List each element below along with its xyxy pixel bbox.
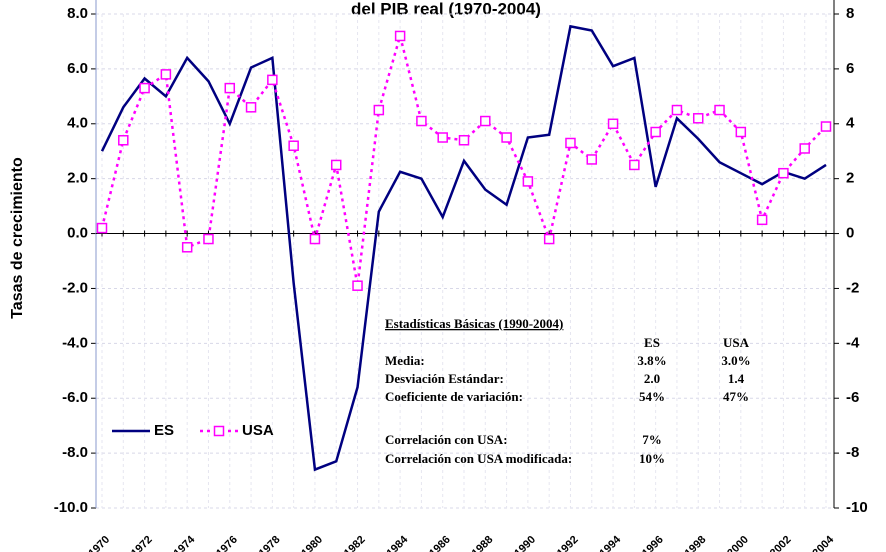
x-tick-label: 1980 <box>299 534 325 552</box>
y2-tick-label: -8 <box>846 444 859 461</box>
y-tick-label: 2.0 <box>67 170 88 187</box>
y-tick-label: -4.0 <box>62 334 88 351</box>
y-tick-label: 8.0 <box>67 5 88 22</box>
series-marker <box>224 82 236 94</box>
series-marker <box>522 176 534 187</box>
series-marker <box>778 167 789 179</box>
y-tick-label: -10.0 <box>54 499 88 516</box>
x-tick-label: 1986 <box>427 534 453 552</box>
y2-tick-label: 4 <box>846 115 855 132</box>
x-tick-label: 1976 <box>214 534 240 552</box>
series-marker <box>437 132 448 143</box>
y-tick-label: 4.0 <box>67 115 88 132</box>
series-marker <box>586 154 598 165</box>
series-marker <box>480 115 491 127</box>
x-tick-label: 1996 <box>640 534 666 552</box>
series-marker <box>352 280 363 291</box>
y2-tick-label: -4 <box>846 334 860 351</box>
series-marker <box>373 104 385 116</box>
y2-tick-label: -2 <box>846 279 859 296</box>
series-marker <box>458 134 470 146</box>
x-tick-label: 1974 <box>172 533 198 552</box>
y2-tick-label: 8 <box>846 5 854 22</box>
stats-cell: 2.0 <box>644 371 660 386</box>
series-marker <box>820 121 832 132</box>
y2-tick-label: 6 <box>846 60 854 77</box>
series-marker <box>607 118 619 130</box>
stats-cell: 10% <box>639 451 665 466</box>
stats-cell: 3.0% <box>721 353 750 368</box>
stats-header: ES <box>644 335 660 350</box>
y-tick-label: -8.0 <box>62 444 88 461</box>
y-tick-label: 0.0 <box>67 225 88 242</box>
x-tick-label: 2000 <box>725 534 751 552</box>
series-marker <box>565 137 576 149</box>
series-marker <box>96 222 108 234</box>
series-marker <box>650 126 661 138</box>
x-tick-label: 1984 <box>384 533 410 552</box>
y-tick-label: -6.0 <box>62 389 88 406</box>
legend-label: USA <box>242 422 274 439</box>
legend-marker <box>213 425 225 437</box>
series-marker <box>181 242 193 253</box>
legend-label: ES <box>154 422 174 439</box>
series-marker <box>714 104 725 116</box>
y2-tick-label: -6 <box>846 389 859 406</box>
stats-cell: Correlación con USA modificada: <box>385 451 572 466</box>
stats-cell: 1.4 <box>728 371 745 386</box>
stats-cell: Correlación con USA: <box>385 432 508 447</box>
series-marker <box>735 126 747 138</box>
y2-tick-label: -10 <box>846 499 868 516</box>
series-marker <box>416 115 427 127</box>
stats-cell: Coeficiente de variación: <box>385 389 523 404</box>
y-tick-label: -2.0 <box>62 279 88 296</box>
stats-cell: Media: <box>385 353 425 368</box>
x-tick-label: 1972 <box>129 534 155 552</box>
stats-cell: Desviación Estándar: <box>385 371 504 386</box>
series-marker <box>543 233 555 245</box>
stats-cell: 47% <box>723 389 749 404</box>
y2-tick-label: 2 <box>846 170 854 187</box>
series-marker <box>118 134 129 146</box>
stats-cell: 54% <box>639 389 665 404</box>
series-marker <box>799 143 810 154</box>
stats-cell: 3.8% <box>637 353 666 368</box>
series-marker <box>756 214 768 226</box>
y-axis-label: Tasas de crecimiento <box>9 157 26 319</box>
series-marker <box>330 159 342 171</box>
stats-title: Estadísticas Básicas (1990-2004) <box>385 316 563 331</box>
x-tick-label: 1990 <box>512 534 538 552</box>
series-marker <box>309 233 321 245</box>
series-marker <box>671 104 683 116</box>
x-tick-label: 1978 <box>257 534 283 552</box>
series-marker <box>160 69 172 80</box>
series-marker <box>288 140 299 151</box>
series-marker <box>139 82 150 94</box>
series-marker <box>629 159 640 171</box>
x-tick-label: 1998 <box>683 534 709 552</box>
stats-header: USA <box>723 335 750 350</box>
series-marker <box>394 30 406 42</box>
x-tick-label: 1988 <box>470 534 496 552</box>
y-tick-label: 6.0 <box>67 60 88 77</box>
x-tick-label: 1982 <box>342 534 368 552</box>
series-marker <box>203 233 214 245</box>
series-marker <box>245 102 257 113</box>
y2-tick-label: 0 <box>846 225 854 242</box>
x-tick-label: 2004 <box>810 533 836 552</box>
series-line <box>100 24 827 472</box>
x-tick-label: 1992 <box>555 534 581 552</box>
x-tick-label: 1970 <box>86 534 112 552</box>
series-marker <box>501 132 512 143</box>
stats-cell: 7% <box>642 432 662 447</box>
series-marker <box>692 113 704 124</box>
x-tick-label: 1994 <box>597 533 623 552</box>
chart-title: del PIB real (1970-2004) <box>351 0 541 18</box>
x-tick-label: 2002 <box>768 534 794 552</box>
series-marker <box>267 74 278 86</box>
